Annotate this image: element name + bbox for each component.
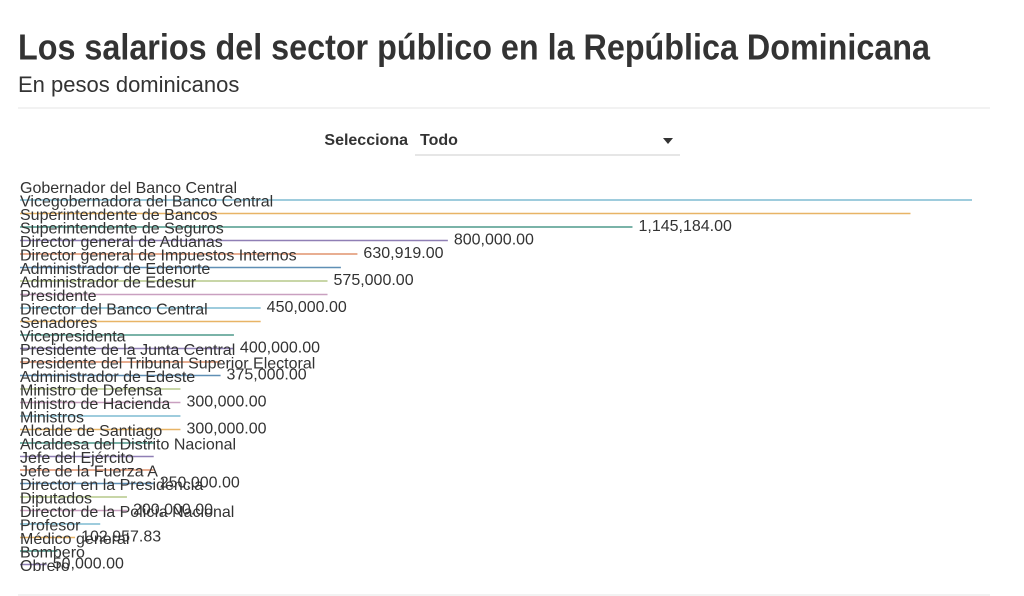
category-label: Director general de Aduanas [20, 234, 223, 251]
dropdown-box[interactable] [415, 126, 680, 156]
chart-title: Los salarios del sector público en la Re… [18, 27, 931, 68]
value-label: 102,957.83 [81, 529, 161, 546]
category-label: Director en la Presidencia [20, 477, 203, 494]
value-label: 400,000.00 [240, 340, 320, 357]
value-label: 200,000.00 [133, 502, 213, 519]
category-label: Ministros [20, 410, 84, 427]
category-label: Presidente [20, 288, 97, 305]
category-label: Obrero [20, 558, 70, 575]
caret[interactable] [663, 138, 673, 144]
value-label: 50,000.00 [53, 556, 124, 573]
category-label: Bombero [20, 545, 85, 562]
value-label: 375,000.00 [227, 367, 307, 384]
value-label: 300,000.00 [186, 421, 266, 438]
value-label: 630,919.00 [363, 245, 443, 262]
value-label: 450,000.00 [267, 299, 347, 316]
category-label: Vicegobernadora del Banco Central [20, 194, 273, 211]
category-label: Jefe de la Fuerza A [20, 464, 158, 481]
category-label: Alcaldesa del Distrito Nacional [20, 437, 236, 454]
category-label: Administrador de Edenorte [20, 261, 210, 278]
category-label: Gobernador del Banco Central [20, 180, 237, 197]
category-label: Presidente de la Junta Central [20, 342, 235, 359]
value-label: 1,145,184.00 [638, 218, 732, 235]
plot: Gobernador del Banco CentralVicegobernad… [20, 180, 972, 575]
subtitle: En pesos dominicanos [18, 72, 239, 97]
value-label: 250,000.00 [160, 475, 240, 492]
category-label: Director de la Policía Nacional [20, 504, 234, 521]
category-label: Administrador de Edeste [20, 369, 195, 386]
category-label: Administrador de Edesur [20, 275, 197, 292]
dropdown[interactable]: Todo [415, 126, 680, 156]
category-label: Superintendente de Bancos [20, 207, 217, 224]
category-label: Director del Banco Central [20, 302, 208, 319]
value-label: 575,000.00 [334, 272, 414, 289]
value-label: 300,000.00 [186, 394, 266, 411]
category-label: Alcalde de Santiago [20, 423, 162, 440]
category-label: Superintendente de Seguros [20, 221, 224, 238]
value-label: 800,000.00 [454, 232, 534, 249]
category-label: Jefe del Ejército [20, 450, 134, 467]
category-label: Diputados [20, 491, 92, 508]
filter-label: Selecciona [324, 132, 408, 149]
category-label: Senadores [20, 315, 97, 332]
dropdown-value[interactable]: Todo [420, 132, 458, 149]
category-label: Profesor [20, 518, 81, 535]
category-label: Médico general [20, 531, 129, 548]
category-label: Ministro de Defensa [20, 383, 162, 400]
category-label: Presidente del Tribunal Superior Elector… [20, 356, 315, 373]
category-label: Vicepresidenta [20, 329, 126, 346]
category-label: Ministro de Hacienda [20, 396, 170, 413]
category-label: Director general de Impuestos Internos [20, 248, 297, 265]
